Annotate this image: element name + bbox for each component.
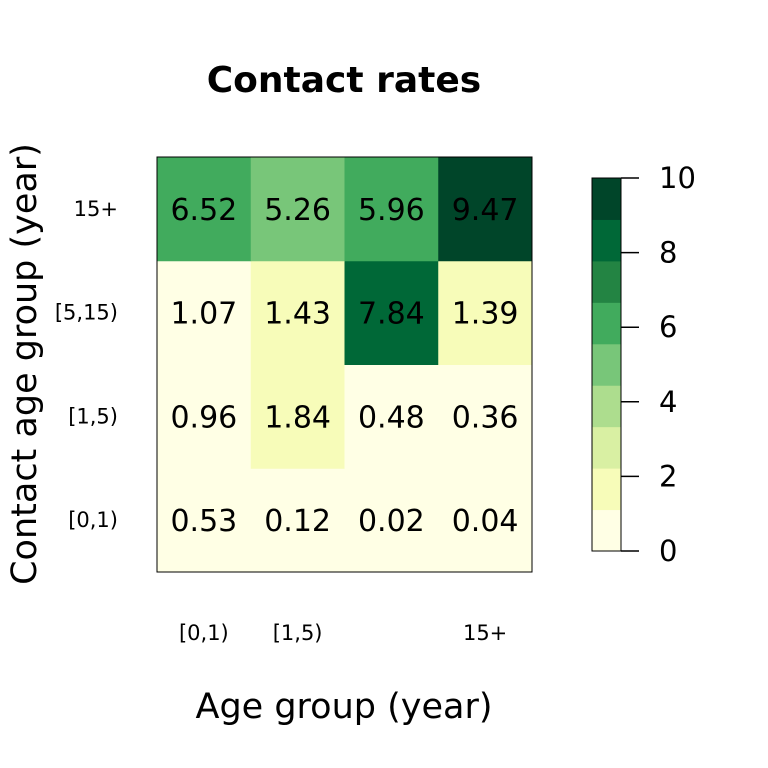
colorbar-segment — [592, 468, 621, 511]
heatmap-cells — [157, 157, 533, 573]
colorbar-tick-label: 0 — [659, 534, 677, 568]
cell-value-label: 9.47 — [452, 193, 519, 228]
heatmap-cell — [250, 364, 345, 469]
colorbar-segment — [592, 385, 621, 428]
heatmap-cell — [344, 157, 439, 262]
x-tick-label: [1,5) — [273, 621, 323, 645]
cell-value-labels: 0.53 0.12 0.02 0.04 0.96 1.84 0.48 0.36 1.07 1.43… — [170, 193, 518, 539]
heatmap-cell — [250, 157, 345, 262]
y-tick-label: [1,5) — [68, 404, 118, 428]
colorbar-tick-label: 8 — [659, 236, 677, 270]
y-axis-label: Contact age group (year) — [5, 143, 45, 585]
heatmap-cell — [157, 157, 252, 262]
colorbar-tick-label: 10 — [659, 161, 696, 195]
colorbar-tick-label: 2 — [659, 459, 677, 493]
colorbar-segment — [592, 178, 621, 220]
cell-value-label: 7.84 — [358, 297, 425, 332]
colorbar-segment — [592, 260, 621, 303]
x-tick-label: [0,1) — [179, 621, 229, 645]
cell-value-label: 0.96 — [170, 400, 237, 435]
colorbar-segment — [592, 509, 621, 552]
heatmap-cell — [344, 364, 439, 469]
colorbar-tick-label: 6 — [659, 310, 677, 344]
heatmap-cell — [438, 157, 533, 262]
cell-value-label: 1.39 — [452, 297, 519, 332]
colorbar: 0 2 4 6 8 10 — [591, 161, 696, 568]
cell-value-label: 0.53 — [170, 504, 237, 539]
colorbar-segment — [592, 343, 621, 386]
heatmap-cell — [344, 468, 439, 573]
heatmap-cell — [438, 364, 533, 469]
colorbar-tick-label: 4 — [659, 385, 677, 419]
colorbar-frame — [591, 177, 622, 552]
y-axis-ticks: [0,1) [1,5) [5,15) 15+ — [55, 197, 118, 532]
colorbar-segment — [592, 426, 621, 469]
plot-frame — [156, 156, 533, 573]
x-axis-ticks: [0,1) [1,5) 15+ — [179, 621, 507, 645]
heatmap-cell — [157, 364, 252, 469]
heatmap-cell — [438, 468, 533, 573]
heatmap-cell — [157, 468, 252, 573]
chart-title: Contact rates — [207, 60, 481, 101]
y-tick-label: 15+ — [74, 197, 118, 221]
cell-value-label: 5.96 — [358, 193, 425, 228]
heatmap-cell — [250, 468, 345, 573]
colorbar-segment — [592, 302, 621, 345]
cell-value-label: 1.84 — [264, 400, 331, 435]
cell-value-label: 0.02 — [358, 504, 425, 539]
cell-value-label: 0.12 — [264, 504, 331, 539]
heatmap-cell — [157, 260, 252, 365]
cell-value-label: 0.48 — [358, 400, 425, 435]
y-tick-label: [5,15) — [55, 301, 118, 325]
cell-value-label: 1.07 — [170, 297, 237, 332]
x-tick-label: 15+ — [463, 621, 507, 645]
heatmap-cell — [250, 260, 345, 365]
y-tick-label: [0,1) — [68, 508, 118, 532]
cell-value-label: 6.52 — [170, 193, 237, 228]
cell-value-label: 1.43 — [264, 297, 331, 332]
heatmap-cell — [344, 260, 439, 365]
cell-value-label: 5.26 — [264, 193, 331, 228]
cell-value-label: 0.36 — [452, 400, 519, 435]
x-axis-label: Age group (year) — [196, 687, 493, 727]
colorbar-segment — [592, 219, 621, 262]
heatmap-cell — [438, 260, 533, 365]
cell-value-label: 0.04 — [452, 504, 519, 539]
